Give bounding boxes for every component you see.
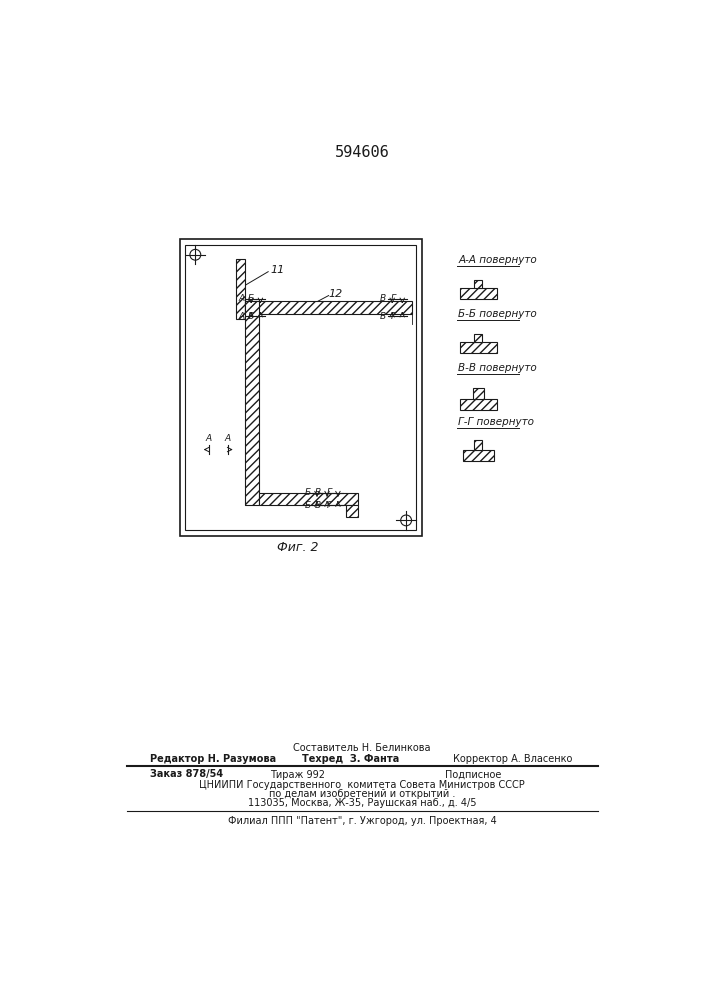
Text: Б: Б	[248, 294, 255, 303]
Text: Б: Б	[305, 488, 311, 497]
Text: Филиал ППП "Патент", г. Ужгород, ул. Проектная, 4: Филиал ППП "Патент", г. Ужгород, ул. Про…	[228, 816, 496, 826]
Text: ЦНИИПИ Государственного  комитета Совета Министров СССР: ЦНИИПИ Государственного комитета Совета …	[199, 780, 525, 790]
Bar	[346, 505, 358, 517]
Bar	[180, 239, 421, 536]
Bar	[474, 440, 482, 450]
Text: Составитель Н. Белинкова: Составитель Н. Белинкова	[293, 743, 431, 753]
Text: Б-Б повернуто: Б-Б повернуто	[458, 309, 537, 319]
Text: А: А	[206, 434, 211, 443]
Text: Корректор А. Власенко: Корректор А. Власенко	[452, 754, 572, 764]
Bar	[460, 288, 497, 299]
Text: Заказ 878/54: Заказ 878/54	[151, 770, 223, 780]
Text: Редактор Н. Разумова: Редактор Н. Разумова	[151, 754, 276, 764]
Text: 11: 11	[271, 265, 285, 275]
Text: Г-Г повернуто: Г-Г повернуто	[458, 417, 534, 427]
Text: по делам изобретений и открытий .: по делам изобретений и открытий .	[269, 789, 455, 799]
Text: В: В	[315, 500, 321, 510]
Text: Г: Г	[327, 500, 332, 510]
Text: А: А	[225, 434, 231, 443]
Bar	[245, 301, 412, 314]
Text: А: А	[239, 312, 245, 321]
Bar	[185, 245, 416, 530]
Text: Фиг. 2: Фиг. 2	[277, 541, 318, 554]
Bar	[474, 280, 482, 288]
Text: Г: Г	[391, 312, 396, 321]
Text: Г: Г	[391, 294, 396, 303]
Text: 113035, Москва, Ж-35, Раушская наб., д. 4/5: 113035, Москва, Ж-35, Раушская наб., д. …	[247, 798, 477, 808]
Bar	[462, 450, 493, 461]
Text: Б: Б	[305, 500, 311, 510]
Bar	[473, 388, 484, 399]
Text: Б: Б	[248, 312, 255, 321]
Bar	[460, 399, 497, 410]
Text: Подписное: Подписное	[445, 770, 501, 780]
Text: А: А	[239, 294, 245, 303]
Text: А-А повернуто: А-А повернуто	[458, 255, 537, 265]
Text: Тираж 992: Тираж 992	[270, 770, 325, 780]
Bar	[460, 342, 497, 353]
Text: Г: Г	[327, 488, 332, 497]
Bar	[474, 334, 482, 342]
Text: 594606: 594606	[334, 145, 390, 160]
Bar	[235, 259, 245, 319]
Text: В-В повернуто: В-В повернуто	[458, 363, 537, 373]
Text: Техред  З. Фанта: Техред З. Фанта	[301, 754, 399, 764]
Text: В: В	[315, 488, 321, 497]
Text: 12: 12	[329, 289, 343, 299]
Bar	[259, 493, 358, 505]
Text: В: В	[380, 312, 386, 321]
Text: В: В	[380, 294, 386, 303]
Bar	[245, 301, 259, 505]
